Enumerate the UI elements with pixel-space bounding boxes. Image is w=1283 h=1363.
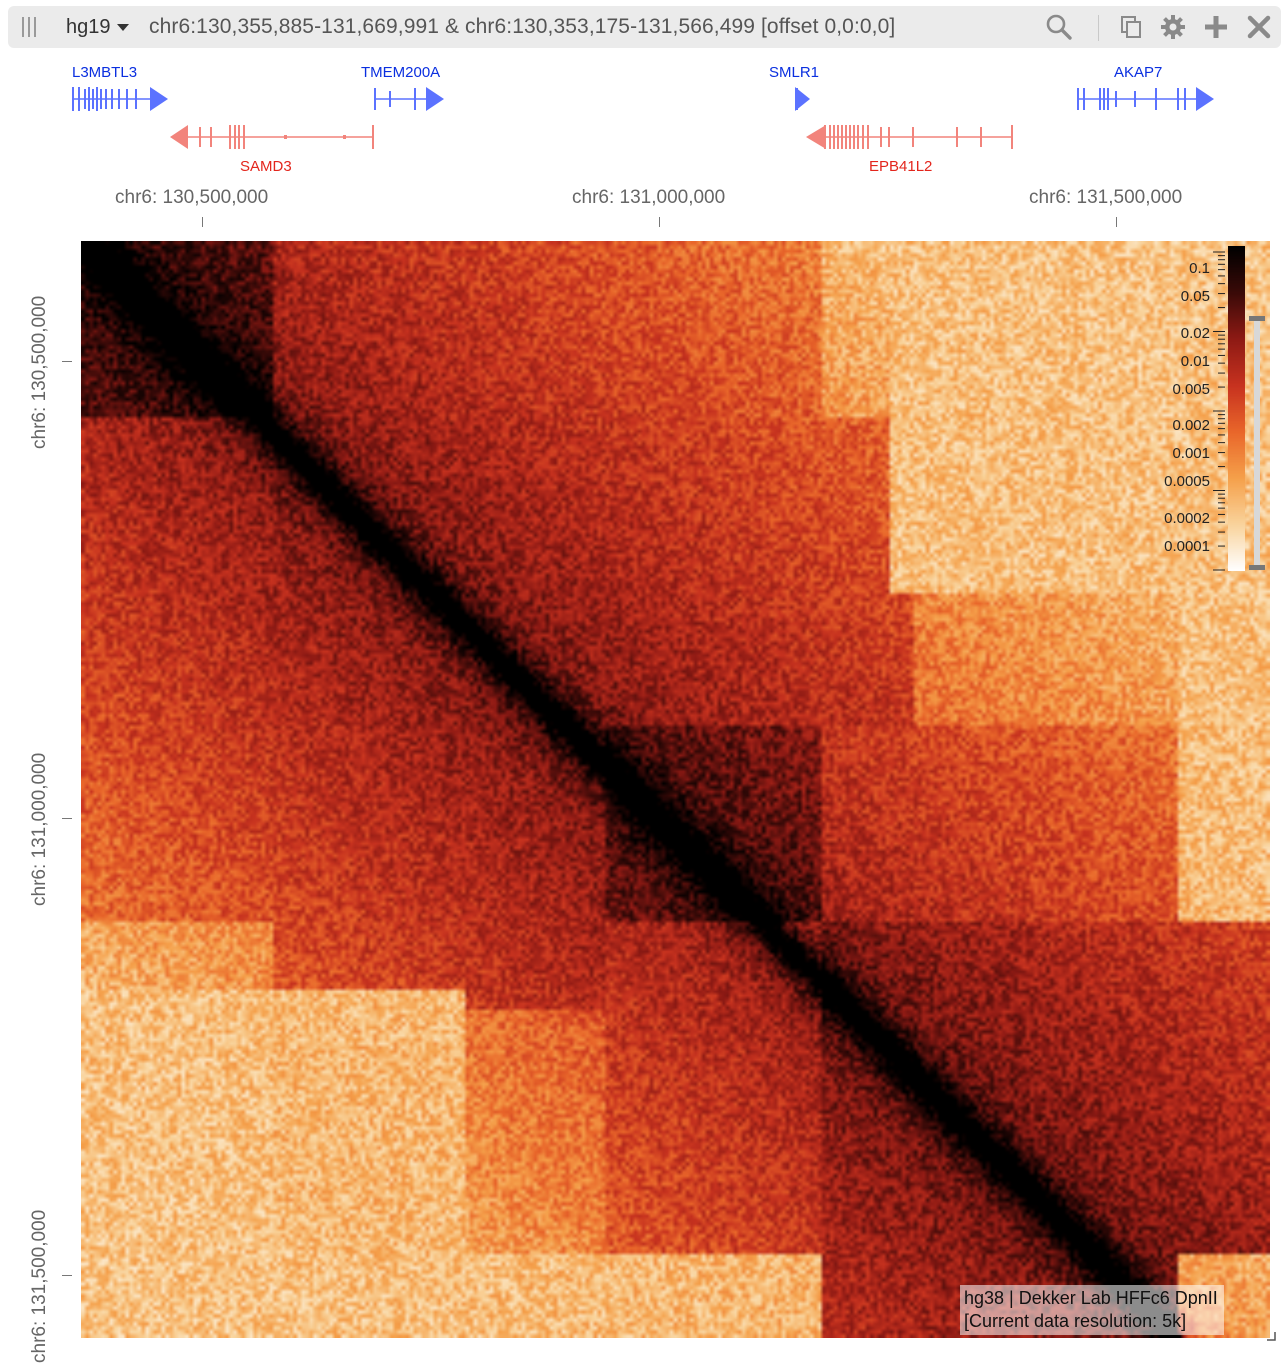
gene-model-tmem200a[interactable] xyxy=(374,87,444,111)
y-axis-tick-label: chr6: 131,000,000 xyxy=(29,752,50,906)
y-axis-tick xyxy=(62,1275,72,1276)
drag-handle-icon[interactable] xyxy=(22,17,36,37)
colorbar-min-handle[interactable] xyxy=(1249,565,1265,570)
y-axis-tick xyxy=(62,361,72,362)
colorbar-label: 0.002 xyxy=(1172,417,1210,434)
copy-icon[interactable] xyxy=(1116,12,1146,42)
plus-icon[interactable] xyxy=(1201,12,1231,42)
gene-model-smlr1[interactable] xyxy=(795,87,810,111)
colorbar-label: 0.1 xyxy=(1189,260,1210,277)
colorbar-label: 0.001 xyxy=(1172,445,1210,462)
gene-model-akap7[interactable] xyxy=(1077,87,1214,111)
resize-handle-icon[interactable] xyxy=(1266,1331,1276,1341)
toolbar-divider xyxy=(1098,15,1099,41)
colorbar-max-handle[interactable] xyxy=(1249,316,1265,321)
colorbar-label: 0.0002 xyxy=(1164,510,1210,527)
gene-model-samd3[interactable] xyxy=(170,125,374,149)
colorbar-label: 0.01 xyxy=(1180,353,1210,370)
colorbar: 0.1 0.05 0.02 0.01 0.005 0.002 0.001 0.0… xyxy=(1150,244,1275,576)
heatmap-canvas[interactable] xyxy=(81,241,1270,1338)
gene-model-l3mbtl3[interactable] xyxy=(72,87,168,111)
x-axis-tick-label: chr6: 131,500,000 xyxy=(1029,187,1183,208)
gene-label-l3mbtl3[interactable]: L3MBTL3 xyxy=(72,64,138,81)
chevron-down-icon xyxy=(116,24,129,32)
gene-label-akap7[interactable]: AKAP7 xyxy=(1114,64,1163,81)
colorbar-label: 0.05 xyxy=(1180,288,1210,305)
colorbar-label: 0.0005 xyxy=(1164,473,1210,490)
colorbar-range-slider[interactable] xyxy=(1248,314,1266,572)
gene-annotation-track[interactable]: L3MBTL3 TMEM200A SMLR1 AKAP7 SAMD3 EPB41… xyxy=(0,55,1283,180)
gene-label-smlr1[interactable]: SMLR1 xyxy=(769,64,820,81)
gene-models xyxy=(72,87,1214,149)
y-axis-tick-label: chr6: 130,500,000 xyxy=(29,295,50,449)
gene-label-samd3[interactable]: SAMD3 xyxy=(240,158,292,175)
view-header-toolbar: hg19 chr6:130,355,885-131,669,991 & chr6… xyxy=(8,6,1281,48)
gene-model-epb41l2[interactable] xyxy=(806,125,1013,149)
y-axis-tick xyxy=(62,818,72,819)
locus-search-input[interactable]: chr6:130,355,885-131,669,991 & chr6:130,… xyxy=(149,15,896,38)
gene-label-epb41l2[interactable]: EPB41L2 xyxy=(869,158,933,175)
assembly-selector[interactable]: hg19 xyxy=(66,14,129,40)
x-axis-tick-label: chr6: 130,500,000 xyxy=(115,187,269,208)
track-label-resolution: [Current data resolution: 5k] xyxy=(964,1311,1187,1331)
x-axis-tick xyxy=(202,217,203,227)
assembly-label: hg19 xyxy=(66,16,111,38)
colorbar-label: 0.02 xyxy=(1180,325,1210,342)
x-axis-tick xyxy=(1116,217,1117,227)
y-axis-tick-label: chr6: 131,500,000 xyxy=(29,1209,50,1363)
hic-heatmap[interactable] xyxy=(81,241,1270,1338)
x-axis-tick xyxy=(659,217,660,227)
search-icon[interactable] xyxy=(1044,12,1074,42)
track-label-dataset: hg38 | Dekker Lab HFFc6 DpnII xyxy=(964,1288,1218,1308)
colorbar-label: 0.0001 xyxy=(1164,538,1210,555)
close-icon[interactable] xyxy=(1244,12,1274,42)
colorbar-ticks xyxy=(1213,251,1225,571)
track-label: hg38 | Dekker Lab HFFc6 DpnII [Current d… xyxy=(960,1285,1224,1335)
colorbar-gradient xyxy=(1228,246,1245,571)
x-axis-tick-label: chr6: 131,000,000 xyxy=(572,187,726,208)
gear-icon[interactable] xyxy=(1158,12,1188,42)
gene-label-tmem200a[interactable]: TMEM200A xyxy=(361,64,441,81)
colorbar-label: 0.005 xyxy=(1172,381,1210,398)
